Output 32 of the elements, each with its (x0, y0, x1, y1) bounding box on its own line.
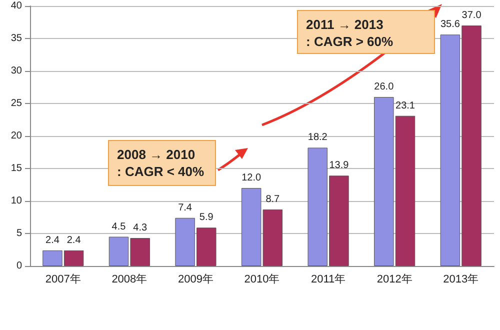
x-tick-label: 2011年 (310, 274, 346, 286)
x-tick-label: 2009年 (178, 274, 214, 286)
data-label: 2.4 (46, 234, 60, 246)
data-label: 2.4 (66, 234, 82, 246)
data-label: 4.3 (133, 222, 148, 234)
data-label: 8.7 (266, 194, 280, 205)
data-label: 5.9 (199, 212, 214, 224)
data-label: 35.6 (440, 19, 460, 30)
x-tick-label: 2007年 (45, 274, 81, 286)
data-label: 23.1 (396, 100, 416, 112)
y-tick-label: 40 (10, 0, 22, 12)
y-tick-label: 25 (10, 98, 22, 109)
data-label: 12.0 (242, 172, 262, 184)
y-tick-label: 35 (10, 33, 22, 44)
x-tick-label: 2008年 (112, 274, 148, 286)
data-label: 37.0 (462, 10, 482, 21)
y-tick-label: 15 (10, 163, 22, 174)
x-tick-label: 2010年 (244, 274, 280, 286)
y-tick-label: 10 (10, 196, 22, 206)
data-label: 7.4 (178, 202, 192, 214)
data-label: 18.2 (308, 132, 328, 144)
y-tick-label: 20 (10, 130, 22, 142)
callout-box: 2008 → 2010 : CAGR < 40% (108, 140, 216, 186)
y-tick-label: 30 (10, 66, 22, 76)
data-label: 4.5 (112, 221, 126, 232)
y-tick-label: 0 (16, 260, 22, 272)
data-label: 13.9 (329, 160, 350, 172)
x-tick-label: 2012年 (376, 274, 412, 286)
callout-box: 2011 → 2013 : CAGR > 60% (297, 10, 435, 54)
data-label: 26.0 (374, 82, 394, 92)
x-tick-label: 2013年 (443, 274, 479, 286)
y-tick-label: 5 (16, 228, 22, 239)
